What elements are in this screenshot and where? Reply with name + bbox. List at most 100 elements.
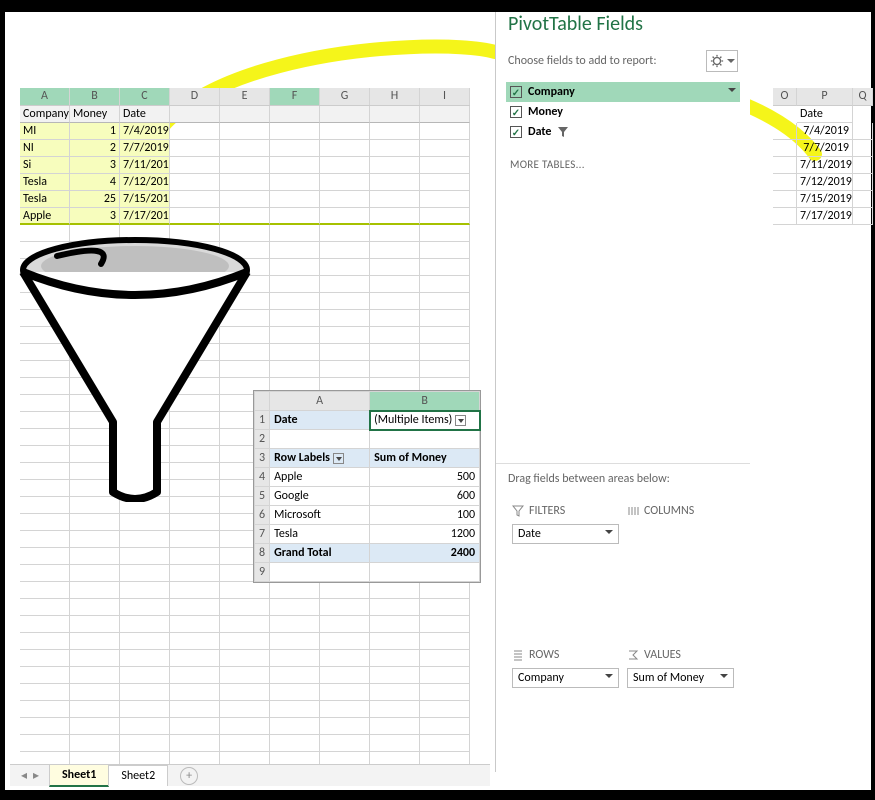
field-date[interactable]: ✓ Date (506, 122, 740, 142)
choose-fields-label: Choose fields to add to report: (508, 54, 657, 68)
pivot-row-value: 100 (370, 506, 480, 525)
col-Q[interactable]: Q (853, 88, 873, 106)
pivot-row-label[interactable]: Tesla (270, 525, 370, 544)
col-B[interactable]: B (70, 88, 120, 105)
columns-icon (627, 505, 639, 517)
sigma-icon (627, 649, 639, 661)
tab-sheet2[interactable]: Sheet2 (108, 765, 168, 786)
col-P[interactable]: P (797, 88, 853, 106)
new-sheet-button[interactable]: + (180, 767, 198, 785)
values-header: Sum of Money (370, 449, 480, 468)
col-header[interactable]: A (270, 392, 370, 411)
columns-area[interactable]: COLUMNS (623, 500, 738, 644)
cell[interactable]: 7/4/2019 (120, 123, 170, 140)
filter-icon (557, 126, 569, 138)
col-H[interactable]: H (370, 88, 420, 105)
cell[interactable]: 1 (70, 123, 120, 140)
cell[interactable]: 25 (70, 191, 120, 208)
grand-total-label: Grand Total (270, 544, 370, 563)
field-label: Money (528, 105, 563, 119)
cell[interactable]: Date (797, 106, 853, 123)
cell[interactable]: NI (20, 140, 70, 157)
chevron-down-icon (720, 674, 728, 682)
values-area[interactable]: VALUES Sum of Money (623, 644, 738, 788)
sheet-tabs[interactable]: ◂▸ Sheet1 Sheet2 + (10, 764, 490, 786)
cell[interactable]: 3 (70, 208, 120, 225)
cell[interactable]: 7/17/2019 (797, 208, 853, 225)
col-E[interactable]: E (220, 88, 270, 105)
pivot-row-value: 1200 (370, 525, 480, 544)
field-money[interactable]: ✓ Money (506, 102, 740, 122)
filter-pill[interactable]: Date (512, 524, 619, 544)
checkbox[interactable]: ✓ (510, 106, 522, 118)
chevron-down-icon (728, 88, 736, 96)
cell[interactable]: Apple (20, 208, 70, 225)
field-list-options-button[interactable] (706, 50, 738, 72)
cell[interactable]: Money (70, 106, 120, 123)
cell[interactable]: 7/7/2019 (120, 140, 170, 157)
col-header[interactable]: B (370, 392, 480, 411)
field-label: Company (528, 85, 575, 99)
spreadsheet-workarea: A B C D E F G H I Company Money Date MI1… (5, 12, 871, 790)
pivot-row-label[interactable]: Apple (270, 468, 370, 487)
worksheet-right-cols[interactable]: O P Q Date7/4/20197/7/20197/11/20197/12/… (773, 106, 873, 306)
col-O[interactable]: O (773, 88, 797, 106)
cell[interactable]: 7/15/2019 (120, 191, 170, 208)
cell[interactable]: 4 (70, 174, 120, 191)
cell[interactable]: 7/12/2019 (797, 174, 853, 191)
cell[interactable]: 3 (70, 157, 120, 174)
cell[interactable]: Tesla (20, 191, 70, 208)
column-headers[interactable]: A B C D E F G H I (20, 88, 470, 106)
pivot-row-value: 500 (370, 468, 480, 487)
cell[interactable]: Si (20, 157, 70, 174)
rows-icon (512, 649, 524, 661)
row-labels-header[interactable]: Row Labels (274, 451, 330, 465)
cell[interactable]: 7/15/2019 (797, 191, 853, 208)
row-pill[interactable]: Company (512, 668, 619, 688)
chevron-down-icon (605, 530, 613, 538)
chevron-down-icon (605, 674, 613, 682)
tab-nav[interactable]: ◂▸ (10, 768, 50, 783)
cell[interactable]: 7/17/2019 (120, 208, 170, 225)
col-I[interactable]: I (420, 88, 470, 105)
grand-total-value: 2400 (370, 544, 480, 563)
cell[interactable]: 7/11/2019 (120, 157, 170, 174)
rows-area[interactable]: ROWS Company (508, 644, 623, 788)
pivot-row-label[interactable]: Google (270, 487, 370, 506)
dropdown-icon[interactable] (333, 453, 344, 464)
tab-sheet1[interactable]: Sheet1 (49, 764, 109, 787)
col-A[interactable]: A (20, 88, 70, 105)
cell[interactable]: 7/11/2019 (797, 157, 853, 174)
filters-area[interactable]: FILTERS Date (508, 500, 623, 644)
col-F[interactable]: F (270, 88, 320, 105)
dropdown-icon[interactable] (455, 415, 466, 426)
pivot-preview[interactable]: AB 1Date(Multiple Items) 2 3Row LabelsSu… (253, 390, 481, 583)
field-company[interactable]: ✓ Company (506, 82, 740, 102)
field-list[interactable]: ✓ Company ✓ Money ✓ Date (496, 78, 750, 146)
filter-icon (512, 505, 524, 517)
cell[interactable]: MI (20, 123, 70, 140)
pivot-row-label[interactable]: Microsoft (270, 506, 370, 525)
pivot-filter-field[interactable]: Date (270, 411, 370, 430)
col-D[interactable]: D (170, 88, 220, 105)
pivottable-fields-pane: PivotTable Fields Choose fields to add t… (495, 12, 750, 772)
cell[interactable]: 7/7/2019 (797, 140, 853, 157)
col-G[interactable]: G (320, 88, 370, 105)
col-C[interactable]: C (120, 88, 170, 105)
cell[interactable]: 7/12/2019 (120, 174, 170, 191)
field-label: Date (528, 125, 551, 139)
chevron-down-icon (727, 59, 735, 67)
cell[interactable]: Date (120, 106, 170, 123)
cell[interactable]: 2 (70, 140, 120, 157)
cell[interactable]: Tesla (20, 174, 70, 191)
pivot-filter-value[interactable]: (Multiple Items) (374, 413, 452, 427)
more-tables-link[interactable]: More Tables... (496, 146, 750, 183)
checkbox[interactable]: ✓ (510, 126, 522, 138)
cell[interactable]: Company (20, 106, 70, 123)
pivot-row-value: 600 (370, 487, 480, 506)
checkbox[interactable]: ✓ (510, 86, 522, 98)
pane-title: PivotTable Fields (496, 12, 750, 44)
value-pill[interactable]: Sum of Money (627, 668, 734, 688)
cell[interactable]: 7/4/2019 (797, 123, 853, 140)
drag-areas-label: Drag fields between areas below: (496, 463, 750, 494)
